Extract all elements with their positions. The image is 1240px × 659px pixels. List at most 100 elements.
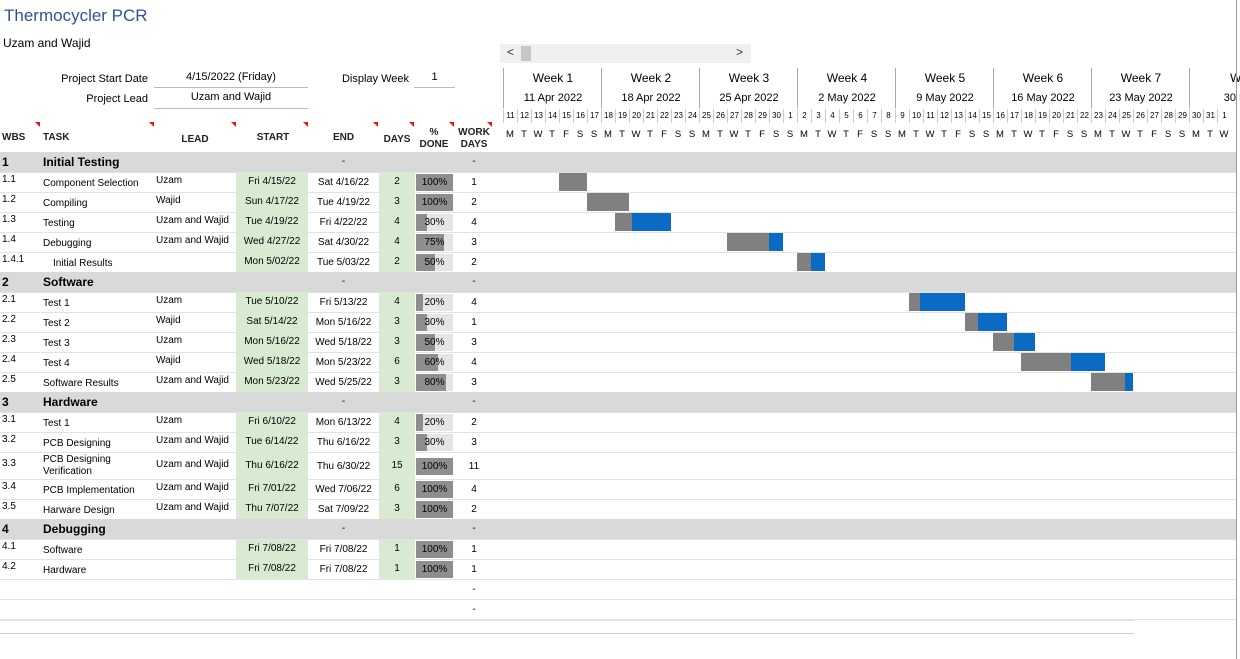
day-number: 12 — [517, 109, 531, 123]
day-number: 16 — [573, 109, 587, 123]
task-row[interactable]: 3.4 PCB Implementation Uzam and Wajid Fri 7… — [0, 479, 1236, 499]
scroll-thumb[interactable] — [521, 46, 531, 61]
week-header: Week 6 16 May 2022 — [993, 68, 1091, 108]
percent-done-label: 60% — [424, 357, 445, 368]
end-date-cell[interactable]: Fri 5/13/22 — [319, 297, 368, 308]
task-row[interactable]: 3.3 PCB Designing Verification Uzam and Wa… — [0, 452, 1236, 479]
start-date-cell[interactable]: Wed 5/18/22 — [236, 352, 308, 372]
gantt-bar-remaining[interactable] — [1125, 373, 1133, 391]
work-days-cell: 4 — [471, 297, 477, 308]
start-date-cell[interactable]: Mon 5/02/22 — [236, 252, 308, 272]
gantt-bar-done[interactable] — [1021, 353, 1071, 371]
task-row[interactable]: 1.2 Compiling Wajid Sun 4/17/22 Tue 4/19/22 3… — [0, 192, 1236, 212]
gantt-bar-done[interactable] — [727, 233, 769, 251]
task-row[interactable]: 1.4 Debugging Uzam and Wajid Wed 4/27/22 Sat… — [0, 232, 1236, 252]
start-date-cell[interactable]: Sat 5/14/22 — [236, 312, 308, 332]
grid-line — [0, 479, 1236, 480]
day-number: 25 — [1119, 109, 1133, 123]
end-date-cell[interactable]: Tue 4/19/22 — [316, 197, 370, 208]
week-scrollbar[interactable]: < > — [500, 44, 751, 63]
task-row[interactable]: 1.3 Testing Uzam and Wajid Tue 4/19/22 Fri 4… — [0, 212, 1236, 232]
start-date-cell[interactable]: Fri 7/08/22 — [236, 539, 308, 559]
start-date-cell[interactable]: Mon 5/23/22 — [236, 372, 308, 392]
task-row[interactable]: 4.1 Software Fri 7/08/22 Fri 7/08/22 1 100% 1 — [0, 539, 1236, 559]
start-date-cell[interactable]: Fri 6/10/22 — [236, 412, 308, 432]
end-date-cell[interactable]: Wed 5/25/22 — [315, 377, 372, 388]
task-row[interactable]: 3.2 PCB Designing Uzam and Wajid Tue 6/14/2… — [0, 432, 1236, 452]
task-row[interactable]: 2.3 Test 3 Uzam Mon 5/16/22 Wed 5/18/22 3 50% 3 — [0, 332, 1236, 352]
end-date-cell[interactable]: Mon 5/23/22 — [315, 357, 372, 368]
header-days: DAYS — [383, 134, 411, 145]
day-letter: S — [884, 129, 892, 140]
gantt-bar-done[interactable] — [797, 253, 811, 271]
gantt-bar-done[interactable] — [993, 333, 1014, 351]
gantt-bar-done[interactable] — [1091, 373, 1125, 391]
end-date-cell[interactable]: Fri 4/22/22 — [319, 217, 368, 228]
comment-marker — [373, 122, 378, 127]
start-date-cell[interactable]: Fri 7/01/22 — [236, 479, 308, 499]
phase-row[interactable]: 3 Hardware - - — [0, 392, 1236, 412]
gantt-bar-done[interactable] — [909, 293, 920, 311]
gantt-bar-done[interactable] — [615, 213, 632, 231]
task-row[interactable]: 2.1 Test 1 Uzam Tue 5/10/22 Fri 5/13/22 4 20% 4 — [0, 292, 1236, 312]
phase-row[interactable]: 1 Initial Testing - - — [0, 152, 1236, 172]
task-row[interactable]: 1.1 Component Selection Uzam Fri 4/15/22 Sat… — [0, 172, 1236, 192]
end-date-cell[interactable]: Fri 7/08/22 — [319, 564, 368, 575]
phase-row[interactable]: 2 Software - - — [0, 272, 1236, 292]
gantt-bar-remaining[interactable] — [811, 253, 825, 271]
task-row[interactable]: 1.4.1 Initial Results Mon 5/02/22 Tue 5/03/… — [0, 252, 1236, 272]
start-date-cell[interactable]: Sun 4/17/22 — [236, 192, 308, 212]
end-date-cell[interactable]: Fri 7/08/22 — [319, 544, 368, 555]
end-date-cell[interactable]: Tue 5/03/22 — [316, 257, 370, 268]
end-date-cell[interactable]: Thu 6/30/22 — [316, 461, 371, 472]
start-date-cell[interactable]: Wed 4/27/22 — [236, 232, 308, 252]
project-start-field[interactable]: 4/15/2022 (Friday) — [154, 71, 308, 88]
gantt-bar-done[interactable] — [559, 173, 587, 191]
end-date-cell[interactable]: Wed 7/06/22 — [315, 484, 372, 495]
empty-row: - — [0, 599, 1236, 619]
lead-cell: Uzam and Wajid — [156, 215, 229, 226]
task-row[interactable]: 4.2 Hardware Fri 7/08/22 Fri 7/08/22 1 100% 1 — [0, 559, 1236, 579]
task-row[interactable]: 3.1 Test 1 Uzam Fri 6/10/22 Mon 6/13/22 4 20% 2 — [0, 412, 1236, 432]
start-date-cell[interactable]: Fri 4/15/22 — [236, 172, 308, 192]
start-date-cell[interactable]: Tue 4/19/22 — [236, 212, 308, 232]
start-date-cell[interactable]: Fri 7/08/22 — [236, 559, 308, 579]
gantt-bar-done[interactable] — [587, 193, 629, 211]
end-date-cell[interactable]: Sat 4/16/22 — [317, 177, 370, 188]
task-row[interactable]: 2.4 Test 4 Wajid Wed 5/18/22 Mon 5/23/22 6 60%… — [0, 352, 1236, 372]
wbs-cell: 3.4 — [2, 481, 16, 492]
gantt-bar-remaining[interactable] — [920, 293, 965, 311]
work-days-cell: 4 — [471, 217, 477, 228]
start-date-cell[interactable]: Thu 6/16/22 — [236, 452, 308, 479]
task-row[interactable]: 2.5 Software Results Uzam and Wajid Mon 5/2… — [0, 372, 1236, 392]
comment-marker — [35, 122, 40, 127]
phase-row[interactable]: 4 Debugging - - — [0, 519, 1236, 539]
end-date-cell[interactable]: Sat 7/09/22 — [317, 504, 370, 515]
end-date-cell[interactable]: Sat 4/30/22 — [317, 237, 370, 248]
days-cell: 3 — [379, 312, 415, 332]
work-days-cell: 4 — [471, 357, 477, 368]
gantt-bar-remaining[interactable] — [1014, 333, 1035, 351]
start-date-cell[interactable]: Thu 7/07/22 — [236, 499, 308, 519]
gantt-bar-remaining[interactable] — [769, 233, 783, 251]
end-date-cell[interactable]: Wed 5/18/22 — [315, 337, 372, 348]
task-name: Hardware — [43, 565, 87, 576]
end-date-cell[interactable]: Thu 6/16/22 — [316, 437, 371, 448]
project-lead-field[interactable]: Uzam and Wajid — [154, 91, 308, 109]
display-week-field[interactable]: 1 — [414, 71, 455, 88]
day-letter: F — [1053, 129, 1059, 140]
gantt-bar-remaining[interactable] — [632, 213, 671, 231]
start-date-cell[interactable]: Mon 5/16/22 — [236, 332, 308, 352]
task-row[interactable]: 3.5 Harware Design Uzam and Wajid Thu 7/07/… — [0, 499, 1236, 519]
scroll-right-arrow-icon[interactable]: > — [736, 45, 744, 59]
day-number: 14 — [965, 109, 979, 123]
gantt-bar-remaining[interactable] — [1071, 353, 1105, 371]
gantt-bar-remaining[interactable] — [978, 313, 1007, 331]
gantt-bar-done[interactable] — [965, 313, 978, 331]
scroll-left-arrow-icon[interactable]: < — [507, 45, 515, 59]
end-date-cell[interactable]: Mon 5/16/22 — [315, 317, 372, 328]
task-row[interactable]: 2.2 Test 2 Wajid Sat 5/14/22 Mon 5/16/22 3 30%… — [0, 312, 1236, 332]
start-date-cell[interactable]: Tue 6/14/22 — [236, 432, 308, 452]
end-date-cell[interactable]: Mon 6/13/22 — [315, 417, 372, 428]
start-date-cell[interactable]: Tue 5/10/22 — [236, 292, 308, 312]
